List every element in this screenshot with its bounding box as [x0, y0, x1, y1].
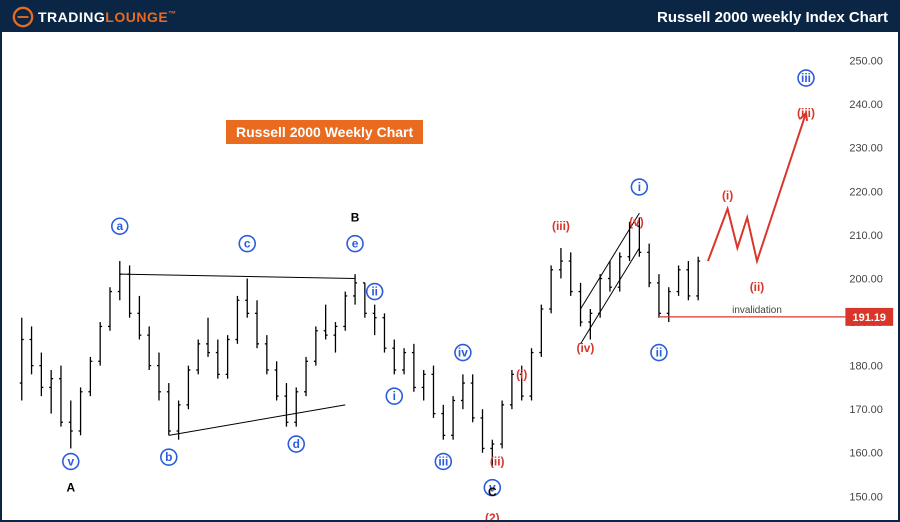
svg-text:180.00: 180.00: [849, 361, 882, 373]
svg-text:e: e: [352, 237, 359, 251]
svg-text:a: a: [116, 219, 123, 233]
svg-text:191.19: 191.19: [853, 312, 886, 324]
svg-text:240.00: 240.00: [849, 99, 882, 111]
logo-icon: [12, 6, 34, 28]
logo-text: TRADINGLOUNGE™: [38, 9, 177, 25]
svg-text:(iii): (iii): [797, 106, 815, 120]
svg-text:160.00: 160.00: [849, 448, 882, 460]
svg-text:250.00: 250.00: [849, 56, 882, 68]
svg-text:c: c: [244, 237, 251, 251]
svg-text:iii: iii: [801, 71, 811, 85]
svg-text:(iii): (iii): [552, 219, 570, 233]
svg-text:210.00: 210.00: [849, 230, 882, 242]
svg-text:b: b: [165, 450, 172, 464]
svg-text:220.00: 220.00: [849, 186, 882, 198]
svg-text:iii: iii: [438, 454, 448, 468]
svg-text:iv: iv: [458, 346, 468, 360]
svg-text:B: B: [351, 210, 360, 224]
svg-text:170.00: 170.00: [849, 404, 882, 416]
svg-text:(v): (v): [629, 215, 644, 229]
svg-text:v: v: [67, 454, 74, 468]
svg-text:ii: ii: [656, 346, 663, 360]
svg-text:A: A: [66, 481, 75, 495]
svg-text:C: C: [488, 485, 497, 499]
svg-text:200.00: 200.00: [849, 273, 882, 285]
svg-text:(iv): (iv): [576, 341, 594, 355]
svg-text:(i): (i): [722, 189, 733, 203]
svg-text:(i): (i): [516, 367, 527, 381]
chart-area: Russell 2000 Weekly Chart 150.00160.0017…: [2, 32, 898, 520]
svg-text:d: d: [293, 437, 300, 451]
svg-text:i: i: [393, 389, 396, 403]
chart-window: TRADINGLOUNGE™ Russell 2000 weekly Index…: [0, 0, 900, 522]
svg-text:invalidation: invalidation: [732, 305, 782, 316]
svg-text:150.00: 150.00: [849, 491, 882, 503]
svg-text:(ii): (ii): [750, 280, 765, 294]
chart-canvas: 150.00160.00170.00180.00190.00200.00210.…: [2, 32, 898, 520]
svg-text:230.00: 230.00: [849, 143, 882, 155]
svg-text:i: i: [638, 180, 641, 194]
logo: TRADINGLOUNGE™: [12, 6, 177, 28]
svg-text:ii: ii: [371, 285, 378, 299]
chart-title: Russell 2000 weekly Index Chart: [657, 9, 888, 26]
top-bar: TRADINGLOUNGE™ Russell 2000 weekly Index…: [2, 2, 898, 32]
svg-text:(ii): (ii): [490, 454, 505, 468]
svg-text:(2): (2): [485, 511, 500, 520]
